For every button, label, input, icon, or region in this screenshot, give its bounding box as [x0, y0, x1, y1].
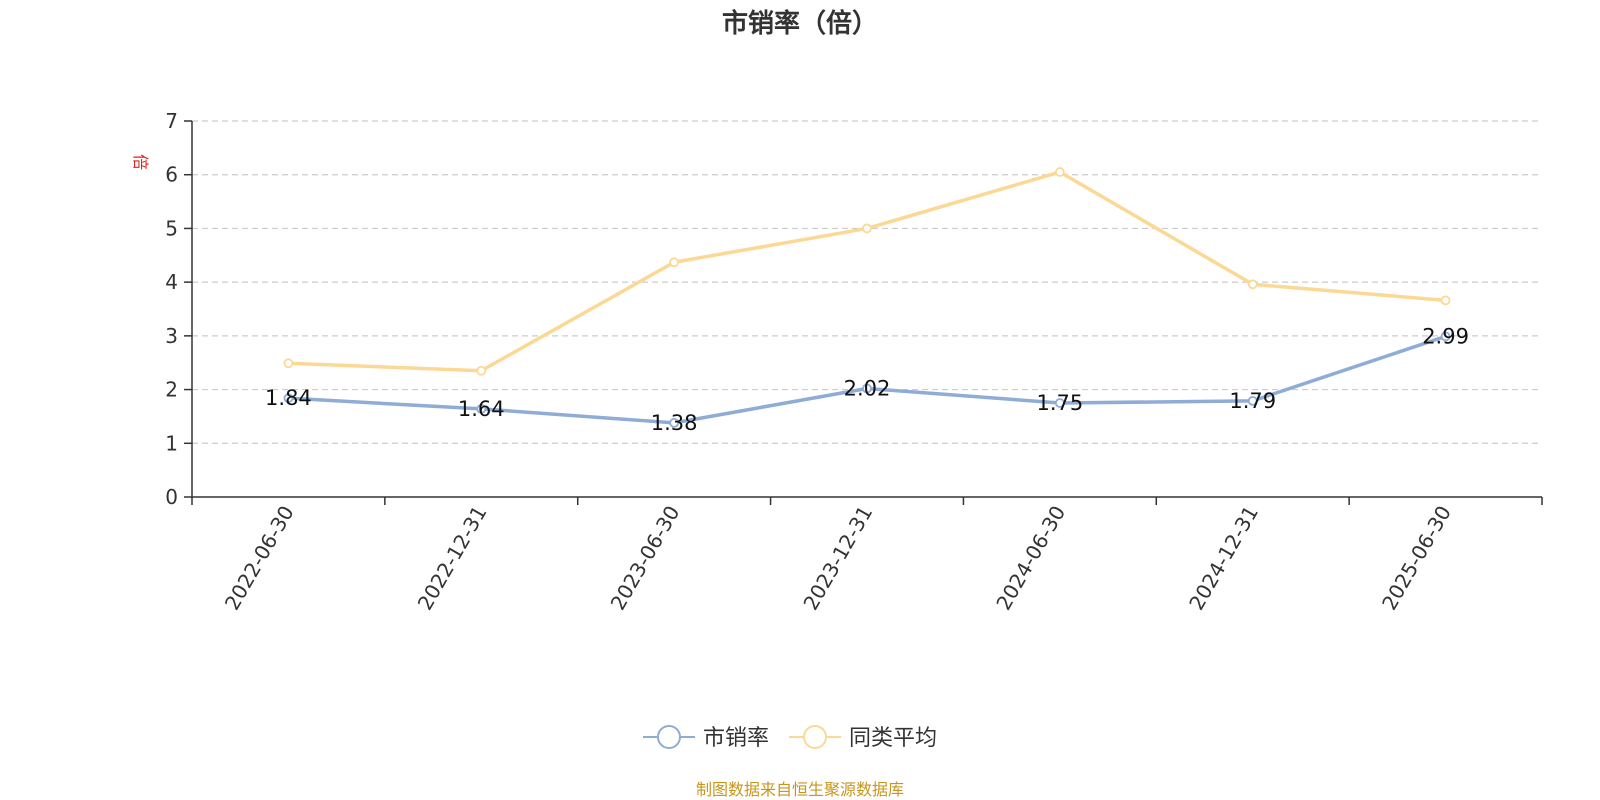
legend-label: 市销率 — [703, 726, 769, 751]
data-label: 2.02 — [844, 376, 891, 400]
x-tick-label: 2024-06-30 — [991, 502, 1070, 615]
data-point[interactable] — [1247, 279, 1258, 290]
axes: 0 1 2 3 4 5 6 7 2022-06-30 2022-12-31 2023-06-30 20… — [165, 109, 1543, 615]
legend-item-同类平均[interactable]: 同类平均 — [789, 725, 937, 751]
x-tick-label: 2023-06-30 — [606, 502, 685, 615]
y-tick-label: 1 — [165, 431, 178, 455]
data-point[interactable] — [283, 393, 294, 404]
data-label: 1.38 — [651, 411, 698, 435]
data-label: 1.64 — [458, 397, 505, 421]
data-label: 1.79 — [1229, 389, 1276, 413]
series-line-同类平均 — [288, 170, 1446, 373]
data-point[interactable] — [476, 404, 487, 414]
data-point[interactable] — [1440, 331, 1451, 342]
data-label: 1.75 — [1036, 391, 1083, 415]
data-point[interactable] — [669, 257, 680, 268]
data-label: 1.84 — [265, 386, 312, 410]
data-point[interactable] — [862, 223, 872, 234]
data-label: 2.99 — [1422, 324, 1469, 348]
data-point[interactable] — [1440, 295, 1451, 306]
x-tick-label: 2022-06-30 — [220, 502, 299, 615]
chart-title: 市销率（倍） — [722, 8, 878, 39]
legend-item-市销率[interactable]: 市销率 — [643, 725, 769, 751]
x-tick-label: 2024-12-31 — [1184, 502, 1263, 615]
y-tick-label: 5 — [165, 216, 178, 240]
y-tick-label: 6 — [165, 163, 178, 187]
y-tick-label: 7 — [165, 109, 178, 133]
data-point[interactable] — [476, 365, 487, 376]
y-tick-label: 4 — [165, 270, 178, 294]
legend-marker-icon — [803, 725, 827, 749]
y-tick-label: 0 — [165, 485, 178, 509]
x-tick-label: 2025-06-30 — [1377, 502, 1456, 615]
source-note: 制图数据来自恒生聚源数据库 — [696, 780, 904, 799]
series-layer — [283, 167, 1451, 428]
legend-label: 同类平均 — [849, 726, 937, 751]
y-axis-unit-label: 倍 — [131, 154, 150, 170]
data-point[interactable] — [862, 383, 872, 394]
data-point[interactable] — [1054, 398, 1065, 408]
legend-marker-icon — [657, 725, 681, 749]
data-point[interactable] — [1054, 167, 1065, 177]
data-point[interactable] — [1247, 395, 1258, 406]
y-tick-label: 2 — [165, 378, 178, 402]
y-tick-label: 3 — [165, 324, 178, 348]
data-point[interactable] — [283, 358, 294, 369]
legend[interactable]: 市销率 同类平均 — [643, 725, 937, 751]
data-labels: 1.84 1.64 1.38 2.02 1.75 1.79 2.99 — [265, 324, 1469, 434]
data-point[interactable] — [669, 417, 680, 428]
x-tick-label: 2023-12-31 — [798, 502, 877, 615]
x-tick-label: 2022-12-31 — [413, 502, 492, 615]
